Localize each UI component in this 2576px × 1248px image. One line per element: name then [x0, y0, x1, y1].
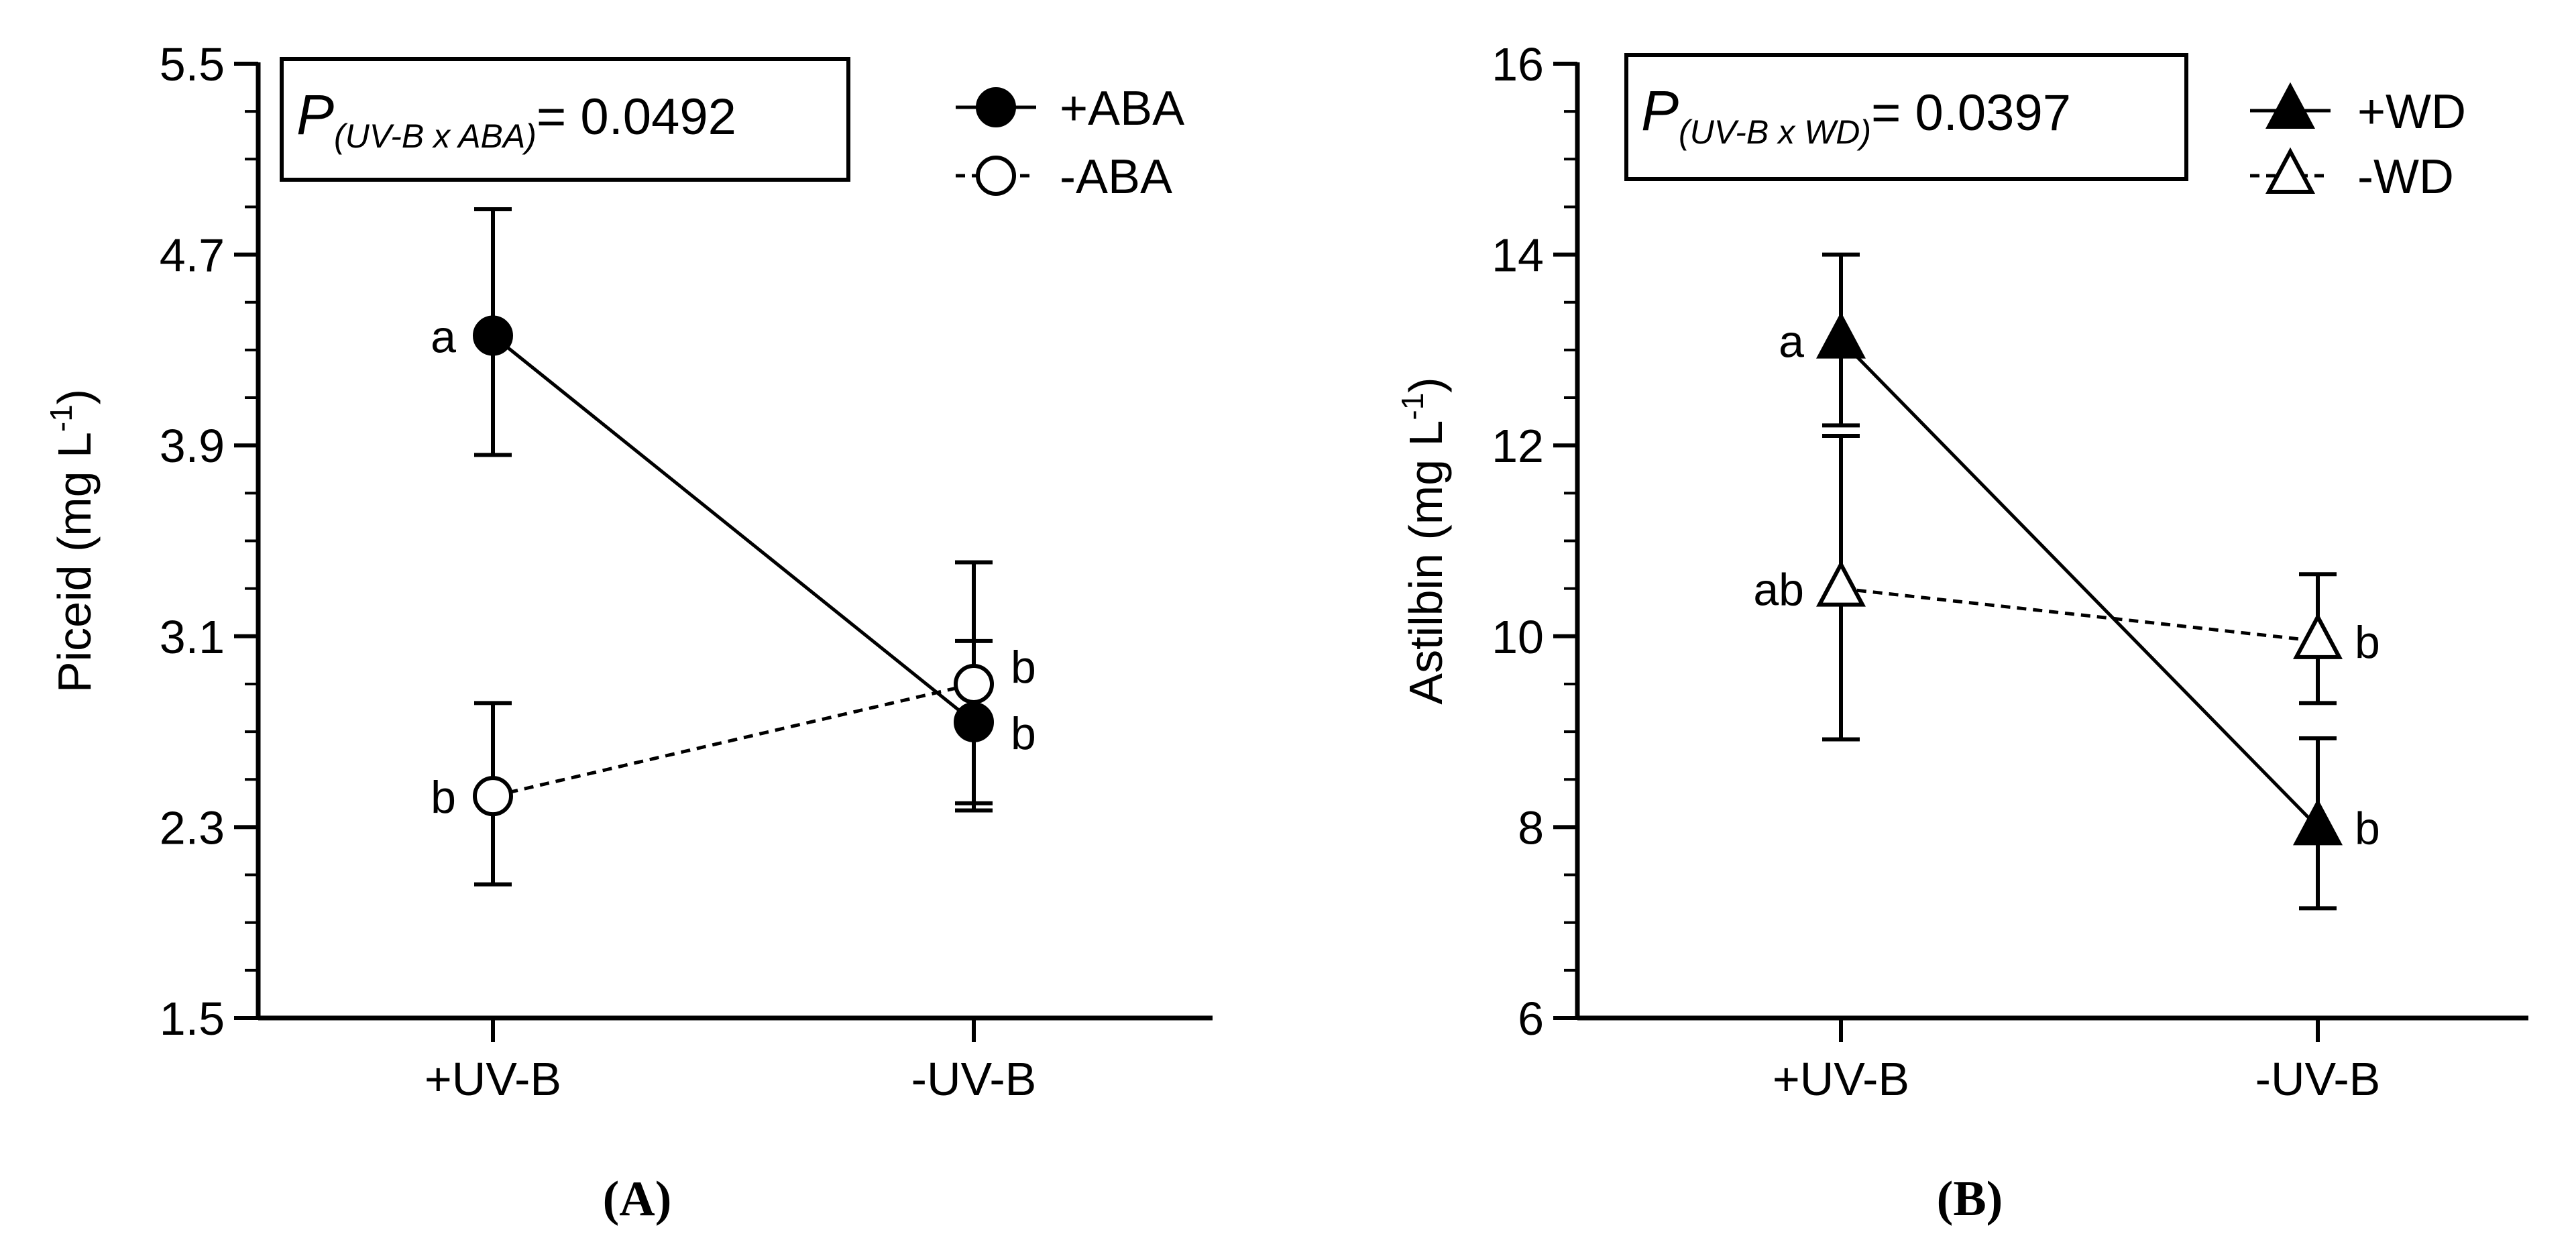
x-tick-label: +UV-B	[425, 1053, 561, 1105]
series-line	[1840, 339, 2319, 829]
legend-label: -WD	[2357, 150, 2454, 204]
p-value-subscript: (UV-B x WD)	[1679, 113, 1871, 151]
y-tick-label: 3.9	[160, 420, 225, 472]
significance-label: b	[2355, 803, 2380, 854]
significance-label: b	[2355, 617, 2380, 668]
legend: +WD -WD	[2250, 82, 2466, 204]
y-tick-label: 12	[1492, 420, 1544, 472]
p-value-box	[280, 57, 850, 182]
y-axis-title: Astilbin (mg L-1)	[1395, 377, 1452, 704]
p-value-prefix: P	[1641, 79, 1679, 142]
y-tick-label: 8	[1518, 801, 1544, 854]
panel-label: (A)	[603, 1172, 672, 1227]
series-+WD	[1822, 252, 2337, 911]
y-tick-label: 5.5	[160, 38, 225, 91]
y-axis-title-main: Astilbin (mg L	[1400, 420, 1452, 705]
series--ABA	[474, 638, 993, 887]
significance-label: b	[1011, 642, 1036, 693]
data-point-+WD	[1815, 312, 1866, 359]
y-tick-label: 1.5	[160, 992, 225, 1045]
y-axis-title-end: )	[1400, 377, 1452, 392]
series-line	[492, 682, 974, 798]
y-tick-label: 6	[1518, 992, 1544, 1045]
data-point-+WD	[2293, 799, 2343, 846]
p-value-text: P(UV-B x ABA)= 0.0492	[296, 83, 736, 155]
x-tick-label: -UV-B	[911, 1053, 1037, 1105]
legend: +ABA -ABA	[956, 82, 1184, 204]
p-value-number: = 0.0492	[537, 89, 736, 146]
y-axis-title-end: )	[48, 389, 101, 404]
legend-label: +WD	[2357, 85, 2466, 139]
series-line	[492, 334, 975, 724]
data-point-+ABA	[954, 701, 994, 742]
p-value-number: = 0.0397	[1871, 84, 2071, 141]
chart-panel-b: 6 8 10 12 14 16 +UV-B -UV-B Astilbin (mg L-1) P(U…	[1395, 38, 2528, 1227]
legend-marker-+ABA	[976, 87, 1016, 127]
significance-label: ab	[1753, 565, 1804, 616]
x-tick-label: -UV-B	[2255, 1053, 2381, 1105]
data-point--WD	[2293, 612, 2343, 659]
data-point--ABA	[954, 663, 994, 704]
p-value-subscript: (UV-B x ABA)	[334, 117, 537, 155]
data-point-+ABA	[473, 315, 513, 356]
significance-label: a	[431, 312, 456, 363]
y-axis-title-main: Piceid (mg L	[48, 432, 101, 693]
p-value-box	[1624, 53, 2188, 181]
significance-label: b	[1011, 708, 1036, 759]
y-axis-title: Piceid (mg L-1)	[44, 389, 101, 693]
chart-panel-a: 1.5 2.3 3.1 3.9 4.7 5.5 +UV-B -UV-B Piceid (mg L…	[44, 38, 1213, 1227]
x-tick-label: +UV-B	[1773, 1053, 1909, 1105]
y-tick-label: 2.3	[160, 801, 225, 854]
y-tick-label: 16	[1492, 38, 1544, 91]
legend-marker-+WD	[2265, 82, 2315, 129]
y-tick-label: 10	[1492, 611, 1544, 663]
p-value-prefix: P	[296, 83, 334, 146]
y-axis-title-superscript: -1	[44, 404, 78, 432]
series--WD	[1822, 433, 2337, 742]
legend-label: -ABA	[1060, 150, 1172, 204]
y-tick-label: 4.7	[160, 229, 225, 282]
y-tick-label: 3.1	[160, 611, 225, 663]
series-line	[1840, 587, 2318, 643]
legend-marker--WD	[2265, 147, 2315, 194]
significance-label: b	[431, 772, 456, 823]
legend-label: +ABA	[1060, 82, 1184, 135]
legend-marker--ABA	[976, 156, 1016, 196]
data-point--WD	[1816, 560, 1866, 607]
series-+ABA	[474, 207, 993, 805]
panel-label: (B)	[1937, 1172, 2003, 1227]
data-point--ABA	[473, 776, 513, 817]
p-value-text: P(UV-B x WD)= 0.0397	[1641, 79, 2071, 151]
y-axis-title-superscript: -1	[1395, 393, 1430, 420]
y-tick-label: 14	[1492, 229, 1544, 282]
significance-label: a	[1779, 317, 1804, 367]
